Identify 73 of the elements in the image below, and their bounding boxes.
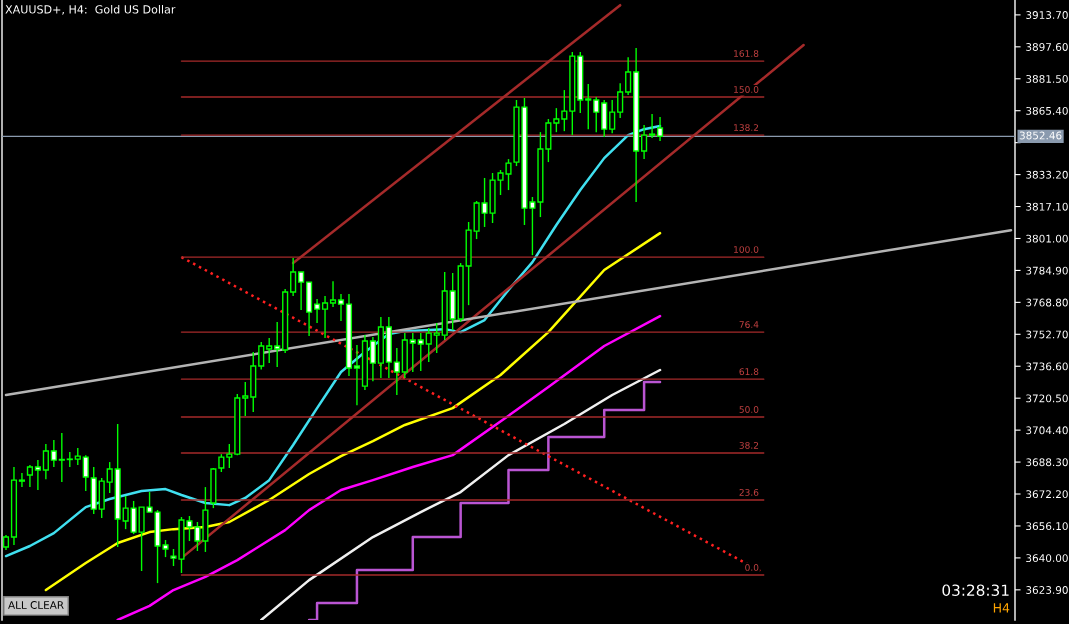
annotation: H4 xyxy=(993,603,1010,613)
y-tick-label: 3865.40 xyxy=(1026,106,1068,115)
series-label: 0.0 xyxy=(745,564,759,571)
series-label: 61.8 xyxy=(739,368,759,376)
candlestick xyxy=(34,459,41,491)
y-tick-label: 3913.70 xyxy=(1026,11,1068,19)
y-tick-label: 3736.60 xyxy=(1026,362,1068,371)
series-label: 50.0 xyxy=(739,406,759,413)
annotation: ALL CLEAR xyxy=(8,601,64,609)
line-series xyxy=(116,314,662,620)
y-tick-label: 3688.30 xyxy=(1026,458,1068,467)
candlestick xyxy=(122,495,129,530)
candlestick xyxy=(656,116,664,142)
candlestick xyxy=(274,321,281,368)
line-series xyxy=(259,368,662,620)
series-label: 100.0 xyxy=(734,246,759,253)
candlestick xyxy=(353,344,361,406)
candlestick xyxy=(106,461,113,494)
candlestick xyxy=(617,82,624,119)
y-tick-label: 3833.20 xyxy=(1026,170,1068,179)
candlestick xyxy=(609,99,616,134)
candlestick xyxy=(425,327,432,363)
chart-title: XAUUSD+, H4: Gold US Dollar xyxy=(5,4,176,15)
candlestick xyxy=(433,322,440,354)
candlestick xyxy=(26,464,34,488)
candlestick xyxy=(337,293,345,322)
candlestick xyxy=(393,347,400,396)
series-label: 76.4 xyxy=(739,321,759,328)
candlestick xyxy=(369,336,376,382)
y-tick-label: 3640.00 xyxy=(1026,554,1068,563)
candlestick xyxy=(329,280,337,308)
candlestick xyxy=(298,271,305,311)
ref-line-label: 3852.46 xyxy=(1019,131,1062,140)
candlestick xyxy=(593,96,600,133)
series-label: 23.6 xyxy=(739,489,759,496)
candlestick xyxy=(42,443,49,480)
candlestick xyxy=(258,341,265,371)
candlestick xyxy=(266,337,273,364)
candlestick xyxy=(585,83,592,130)
candlestick xyxy=(58,432,65,483)
candlestick xyxy=(82,454,89,492)
y-tick-label: 3623.90 xyxy=(1026,586,1068,594)
candlestick xyxy=(313,298,321,324)
y-tick-label: 3897.60 xyxy=(1026,43,1068,51)
annotation: 03:28:31 xyxy=(942,584,1009,596)
candlestick xyxy=(50,439,57,468)
line-series xyxy=(44,231,662,592)
candlestick xyxy=(417,332,424,372)
candlestick xyxy=(409,332,416,373)
y-tick-label: 3704.40 xyxy=(1026,426,1068,435)
candlestick xyxy=(553,107,560,133)
series-label: 38.2 xyxy=(739,441,759,449)
candlestick xyxy=(641,124,648,160)
candlestick xyxy=(290,257,297,297)
series-label: 161.8 xyxy=(734,50,759,57)
candlestick xyxy=(18,472,26,488)
candlestick xyxy=(242,381,249,417)
y-tick-label: 3881.50 xyxy=(1026,74,1068,83)
y-tick-label: 3784.90 xyxy=(1026,266,1068,275)
candlestick xyxy=(625,56,632,96)
candlestick xyxy=(321,295,329,339)
y-tick-label: 3672.20 xyxy=(1026,490,1068,499)
candlestick xyxy=(226,443,233,469)
y-tick-label: 3656.10 xyxy=(1026,522,1068,531)
candlestick xyxy=(561,89,568,132)
candlestick xyxy=(648,113,656,139)
y-tick-label: 3817.10 xyxy=(1026,202,1068,211)
y-tick-label: 3720.50 xyxy=(1026,394,1068,403)
series-label: 138.2 xyxy=(734,124,759,131)
series-label: 150.0 xyxy=(734,86,759,93)
y-tick-label: 3801.00 xyxy=(1026,234,1068,243)
y-tick-label: 3752.70 xyxy=(1026,330,1068,339)
y-tick-label: 3768.80 xyxy=(1026,298,1068,307)
